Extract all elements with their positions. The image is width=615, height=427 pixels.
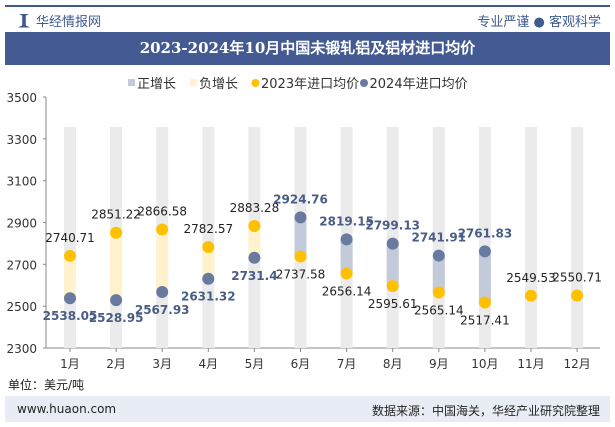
y-tick-label: 2300 [6,342,37,356]
data-label-2023: 2549.53 [506,271,556,285]
data-label-2023: 2883.28 [230,201,280,215]
legend-label: 2023年进口均价 [261,77,359,92]
data-label-2024: 2741.91 [411,231,466,245]
point-2024 [156,285,169,298]
data-label-2023: 2595.61 [368,297,418,311]
data-label-2023: 2866.58 [137,204,187,218]
point-2023 [248,219,261,232]
background-column [525,127,537,348]
data-label-2024: 2567.93 [135,303,190,317]
point-2023 [386,280,399,293]
point-2023 [432,286,445,299]
point-2023 [294,250,307,263]
data-label-2024: 2799.13 [365,219,420,233]
x-tick-label: 2月 [106,357,126,371]
x-tick-label: 11月 [517,357,544,371]
point-2023 [156,223,169,236]
x-tick-label: 12月 [563,357,590,371]
point-2024 [432,249,445,262]
top-rule [5,5,610,7]
data-label-2024: 2538.05 [43,309,98,323]
point-2024 [248,251,261,264]
chart-title: 2023-2024年10月中国未锻轧铝及铝材进口均价 [5,32,610,65]
x-tick-label: 1月 [60,357,80,371]
point-2023 [571,289,584,302]
background-column [571,127,584,348]
legend-marker [251,79,260,87]
positive-growth-bar [478,251,491,303]
brand: 华经情报网 [18,11,101,30]
data-label-2023: 2851.22 [91,208,141,222]
data-label-2023: 2565.14 [414,304,464,318]
x-tick-label: 4月 [198,357,218,371]
background-column [202,127,215,348]
slogan: 专业严谨 ● 客观科学 [477,15,601,30]
legend-label: 正增长 [137,77,176,92]
point-2023 [525,289,537,302]
y-tick-label: 2500 [6,300,37,314]
point-2024 [340,233,353,246]
positive-growth-bar [294,217,307,257]
point-2024 [110,294,123,307]
data-label-2023: 2517.41 [460,314,510,328]
y-tick-label: 2700 [6,258,37,272]
legend-swatch [190,79,197,86]
x-tick-label: 10月 [471,357,498,371]
data-label-2024: 2819.15 [319,214,374,228]
x-tick-label: 5月 [245,357,265,371]
x-tick-label: 9月 [429,357,449,371]
x-tick-label: 7月 [337,357,357,371]
point-2024 [478,245,491,258]
data-label-2023: 2740.71 [45,231,95,245]
legend-swatch [128,79,135,86]
negative-growth-bar [110,232,123,301]
point-2024 [386,237,399,250]
negative-growth-bar [64,255,76,299]
brand-name: 华经情报网 [36,15,102,30]
point-2024 [64,292,76,305]
point-2023 [202,241,215,254]
negative-growth-bar [156,229,169,292]
data-label-2024: 2761.83 [458,226,513,240]
point-2023 [110,226,123,239]
data-label-2024: 2924.76 [273,192,328,206]
positive-growth-bar [340,239,353,274]
data-label-2024: 2731.4 [231,269,277,283]
point-2023 [340,267,353,280]
data-label-2024: 2528.95 [89,311,144,325]
x-tick-label: 3月 [152,357,172,371]
data-label-2024: 2631.32 [181,290,236,304]
footer: www.huaon.com 数据来源：中国海关，华经产业研究院整理 [5,396,610,422]
background-column [386,127,399,348]
point-2023 [478,296,491,309]
x-tick-label: 6月 [291,357,311,371]
point-2024 [202,272,215,285]
legend-label: 负增长 [199,77,238,92]
negative-growth-bar [248,225,261,258]
negative-growth-bar [202,247,215,279]
positive-growth-bar [386,243,399,287]
y-tick-label: 3100 [6,175,37,189]
legend-label: 2024年进口均价 [370,77,468,92]
legend-marker [360,79,368,87]
y-tick-label: 3500 [6,91,37,105]
y-tick-label: 2900 [6,217,37,231]
x-tick-label: 8月 [383,357,403,371]
footer-website: www.huaon.com [17,402,117,416]
data-label-2023: 2656.14 [322,285,372,299]
footer-source: 数据来源：中国海关，华经产业研究院整理 [371,404,600,418]
data-label-2023: 2782.57 [183,222,233,236]
y-unit-label: 单位：美元/吨 [8,378,85,392]
data-label-2023: 2550.71 [552,271,602,285]
data-label-2023: 2737.58 [276,267,326,281]
y-tick-label: 3300 [6,133,37,147]
point-2024 [294,211,307,224]
positive-growth-bar [432,255,445,293]
point-2023 [64,249,76,262]
